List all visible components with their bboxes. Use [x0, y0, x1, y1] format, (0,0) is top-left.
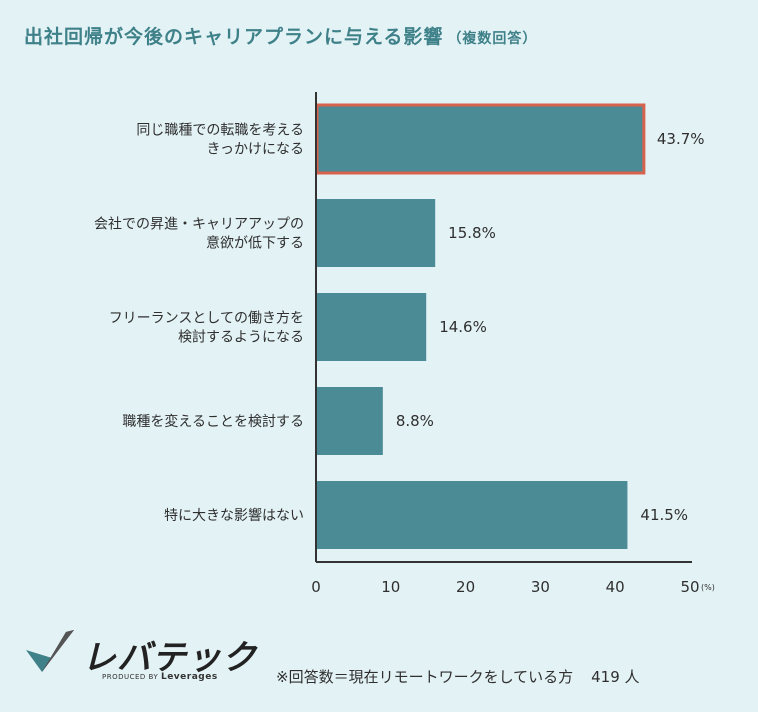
bar-value-label: 43.7% — [657, 130, 705, 148]
category-label: 会社での昇進・キャリアアップの — [94, 217, 304, 233]
x-unit-label: (%) — [701, 583, 715, 592]
chart-title-sub: （複数回答） — [447, 31, 538, 47]
bar-value-label: 41.5% — [640, 506, 688, 524]
bar — [317, 199, 436, 267]
category-label: 意欲が低下する — [206, 235, 304, 252]
category-label: 同じ職種での転職を考える — [136, 123, 304, 139]
logo-wordmark: レバテック — [82, 638, 257, 678]
bar — [317, 481, 628, 549]
chart-title-main: 出社回帰が今後のキャリアプランに与える影響 — [24, 26, 444, 48]
footnote: ※回答数＝現在リモートワークをしている方 419 人 — [276, 666, 640, 687]
bar — [317, 387, 383, 455]
category-label: 検討するようになる — [178, 330, 304, 346]
x-tick-label: 30 — [531, 578, 550, 596]
category-label: 職種を変えることを検討する — [122, 413, 304, 430]
category-label: 特に大きな影響はない — [164, 507, 304, 524]
bar — [315, 103, 646, 175]
x-tick-label: 0 — [311, 578, 321, 596]
bar-value-label: 15.8% — [448, 224, 496, 242]
levtech-logo: レバテック PRODUCED BY Leverages — [22, 628, 256, 688]
x-tick-label: 10 — [381, 578, 400, 596]
footnote-text: ※回答数＝現在リモートワークをしている方 — [276, 668, 574, 686]
x-tick-label: 40 — [606, 578, 625, 596]
chart-title: 出社回帰が今後のキャリアプランに与える影響 （複数回答） — [24, 22, 537, 49]
category-label: フリーランスとしての働き方を — [109, 311, 304, 327]
logo-produced-prefix: PRODUCED BY — [102, 673, 159, 681]
respondent-count: 419 人 — [591, 668, 640, 686]
logo-brand: Leverages — [160, 672, 218, 682]
x-tick-label: 20 — [456, 578, 475, 596]
bar — [317, 293, 427, 361]
bar-value-label: 14.6% — [439, 318, 487, 336]
bar-value-label: 8.8% — [396, 412, 434, 430]
logo-mark-icon — [26, 630, 74, 672]
category-label: きっかけになる — [207, 142, 304, 158]
logo-produced-by: PRODUCED BY Leverages — [102, 672, 218, 682]
x-tick-label: 50 — [680, 578, 699, 596]
